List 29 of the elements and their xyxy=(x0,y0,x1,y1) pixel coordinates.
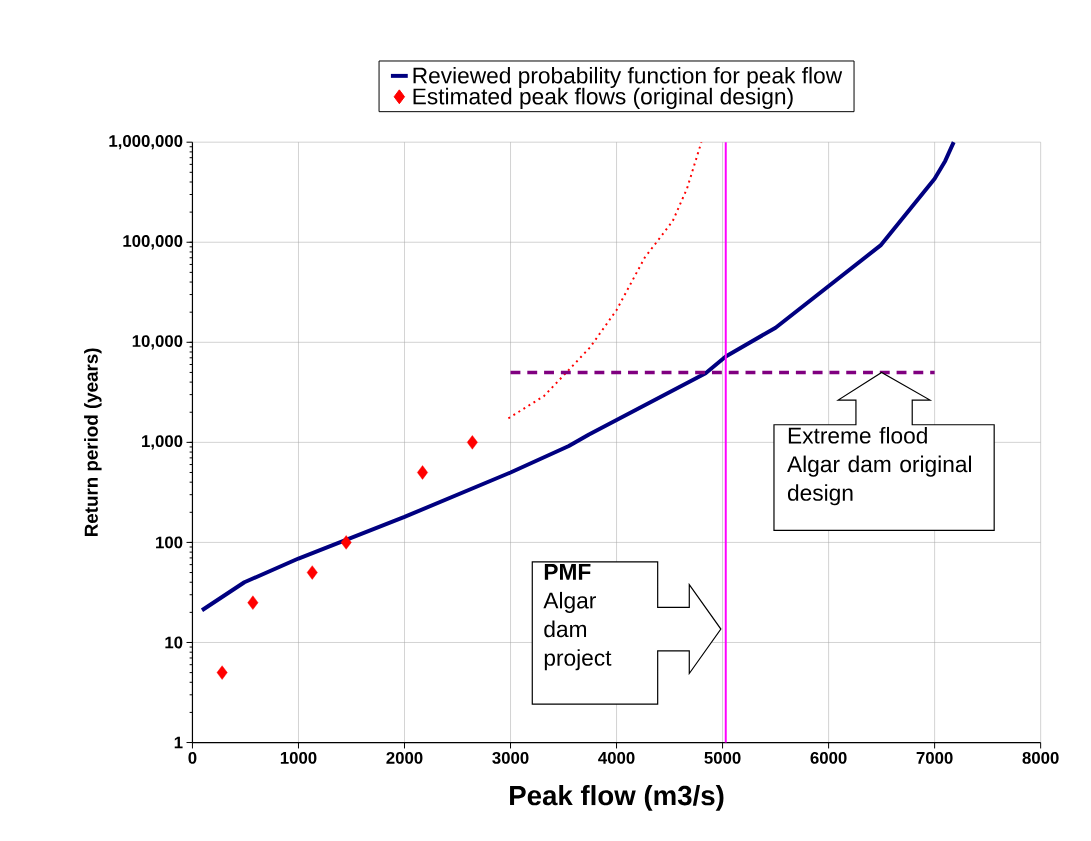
point xyxy=(417,465,428,480)
y-tick-label: 100,000 xyxy=(123,234,183,250)
x-tick-label: 4000 xyxy=(598,751,635,764)
annotation: Extreme flood Algar dam original design xyxy=(787,426,971,506)
y-tick-label: 10 xyxy=(165,636,183,649)
y-tick-label: 1,000 xyxy=(142,435,183,450)
x-tick-label: 2000 xyxy=(386,751,423,764)
legend-label: Reviewed probability function for peak flow xyxy=(413,66,843,88)
x-tick-label: 1000 xyxy=(280,751,317,764)
y-tick-label: 10,000 xyxy=(132,335,183,350)
point xyxy=(247,595,259,610)
y-axis-title: Return period (years) xyxy=(84,348,102,536)
x-tick-label: 7000 xyxy=(916,751,953,764)
point xyxy=(466,435,478,450)
legend-label: Estimated peak flows (original design) xyxy=(413,87,793,109)
point xyxy=(306,565,318,580)
y-tick-label: 1,000,000 xyxy=(109,134,183,150)
x-tick-label: 5000 xyxy=(704,751,741,764)
x-tick-label: 6000 xyxy=(810,751,847,764)
y-tick-label: 100 xyxy=(156,536,183,549)
point xyxy=(216,665,228,680)
x-axis-title: Peak flow (m3/s) xyxy=(510,784,724,811)
line-series xyxy=(507,141,703,420)
y-tick-label: 1 xyxy=(174,736,183,749)
point xyxy=(340,535,352,550)
annotation: PMF Algar dam project xyxy=(543,563,612,671)
x-tick-label: 8000 xyxy=(1022,751,1059,764)
x-tick-label: 3000 xyxy=(492,751,529,764)
x-tick-label: 0 xyxy=(188,751,197,764)
